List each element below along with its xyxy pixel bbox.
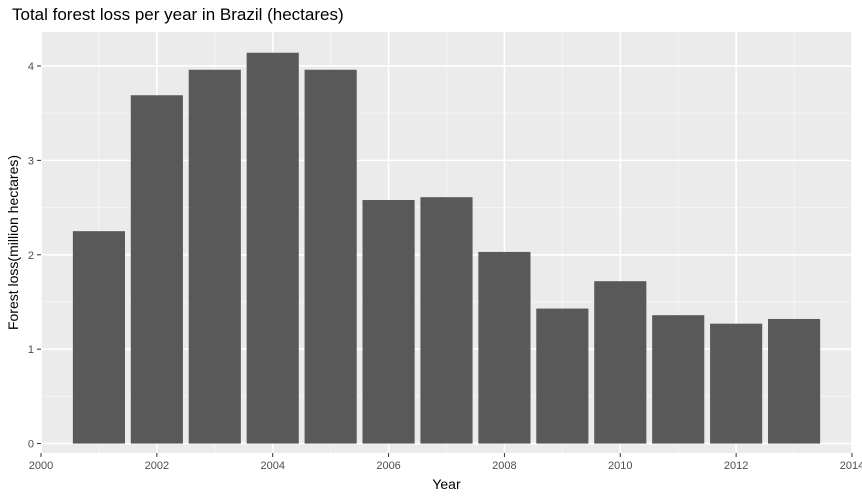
bar-2008 [478,251,531,444]
x-tick-label: 2004 [260,460,284,472]
bar-2010 [594,281,647,444]
bar-2004 [246,52,299,444]
y-tick-label: 3 [28,155,34,167]
x-tick-label: 2014 [840,460,862,472]
bar-2013 [768,318,821,444]
bar-2003 [188,69,241,444]
bar-2006 [362,200,415,444]
x-tick-label: 2006 [376,460,400,472]
chart-title: Total forest loss per year in Brazil (he… [12,5,344,24]
bars [72,52,821,444]
bar-2011 [652,315,705,444]
x-tick-label: 2002 [145,460,169,472]
bar-2002 [130,95,183,444]
bar-2001 [72,231,125,444]
y-axis-title: Forest loss(million hectares) [5,155,21,330]
x-axis-title: Year [432,476,461,492]
y-tick-label: 2 [28,250,34,262]
x-tick-label: 2000 [29,460,53,472]
bar-2007 [420,197,473,444]
x-tick-label: 2010 [608,460,632,472]
x-axis: 2000 2002 2004 2006 2008 2010 2012 2014 [29,453,862,472]
bar-2009 [536,308,589,444]
bar-2005 [304,69,357,444]
y-tick-label: 1 [28,344,34,356]
y-axis: 0 1 2 3 4 [28,61,41,451]
x-tick-label: 2012 [724,460,748,472]
y-tick-label: 4 [28,61,34,73]
bar-2012 [710,323,763,444]
x-tick-label: 2008 [492,460,516,472]
y-tick-label: 0 [28,439,34,451]
